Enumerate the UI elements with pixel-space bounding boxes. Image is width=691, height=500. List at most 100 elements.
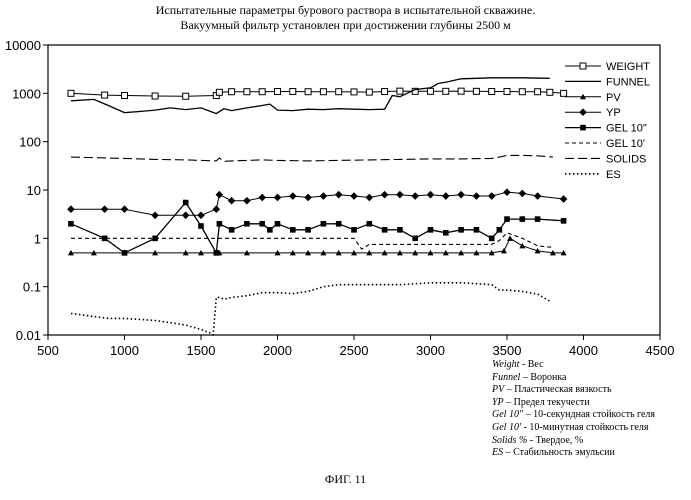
data-point-gel-10 xyxy=(488,235,495,242)
data-point-pv xyxy=(412,249,419,256)
data-point-yp xyxy=(319,192,328,200)
x-tick-label: 2500 xyxy=(340,343,369,358)
glossary-row: Gel 10' - 10-минутная стойкость геля xyxy=(492,422,655,435)
data-point-pv xyxy=(549,249,556,256)
series-yp xyxy=(67,188,568,220)
series-line-es xyxy=(70,281,551,336)
data-point-yp xyxy=(227,196,236,205)
series-gel-10 xyxy=(71,232,553,250)
series-line-gel-10 xyxy=(70,201,564,254)
data-point-gel-10 xyxy=(351,227,357,233)
data-point-yp xyxy=(457,190,465,199)
data-point-weight xyxy=(304,88,312,96)
data-point-yp xyxy=(518,189,527,198)
glossary-term: Weight xyxy=(492,359,520,370)
data-point-pv xyxy=(182,249,189,256)
series-layer xyxy=(67,77,568,336)
data-point-gel-10 xyxy=(335,220,342,227)
data-point-yp xyxy=(334,190,343,199)
x-tick-label: 3500 xyxy=(493,343,522,358)
data-point-gel-10 xyxy=(443,230,449,236)
data-point-yp xyxy=(472,192,481,200)
data-point-weight xyxy=(488,88,496,96)
plot-axes: 500 1000 1500 2000 2500 3000 3500 4000 4500 0.01 0… xyxy=(5,38,675,358)
legend-item-pv: PV xyxy=(565,92,621,104)
data-point-weight xyxy=(442,87,450,95)
legend-marker-pv xyxy=(580,93,586,100)
data-point-pv xyxy=(305,249,312,256)
legend-label-es: ES xyxy=(606,169,621,181)
legend-label-gel-10: GEL 10' xyxy=(606,138,645,150)
data-point-gel-10 xyxy=(228,227,235,233)
glossary-row: YP – Предел текучести xyxy=(492,397,655,410)
data-point-yp xyxy=(258,193,266,202)
data-point-yp xyxy=(411,192,419,200)
data-point-weight xyxy=(67,89,75,97)
data-point-gel-10 xyxy=(216,220,223,227)
data-point-gel-10 xyxy=(458,227,464,233)
data-point-pv xyxy=(381,249,388,256)
data-point-weight xyxy=(182,92,190,100)
data-point-gel-10 xyxy=(560,218,567,224)
glossary-row: Weight - Вес xyxy=(492,359,655,372)
data-point-weight xyxy=(503,88,511,96)
data-point-pv xyxy=(351,249,357,256)
data-point-pv xyxy=(320,249,327,256)
data-point-gel-10 xyxy=(121,250,128,256)
data-point-weight xyxy=(319,88,327,96)
data-point-weight xyxy=(121,92,128,100)
data-point-gel-10 xyxy=(290,227,296,233)
data-point-weight xyxy=(472,87,480,95)
glossary-row: Solids % - Твердое, % xyxy=(492,435,655,448)
data-point-pv xyxy=(67,249,74,256)
data-point-weight xyxy=(518,88,526,96)
data-point-pv xyxy=(274,249,281,256)
series-gel-10 xyxy=(68,199,567,256)
figure-caption: ФИГ. 11 xyxy=(324,472,367,486)
glossary-term: Gel 10' xyxy=(492,421,522,433)
data-point-weight xyxy=(396,87,404,95)
legend-label-pv: PV xyxy=(606,92,621,104)
data-point-yp xyxy=(559,195,568,203)
legend-label-gel-10: GEL 10" xyxy=(606,123,647,135)
glossary-description: - Вес xyxy=(519,359,544,370)
legend-marker-weight xyxy=(579,62,587,70)
data-point-weight xyxy=(243,88,251,96)
data-point-yp xyxy=(396,190,404,199)
data-point-yp xyxy=(426,190,435,199)
data-point-weight xyxy=(101,91,109,99)
glossary-term: YP xyxy=(492,396,504,408)
data-point-pv xyxy=(243,249,250,256)
data-point-yp xyxy=(442,192,450,200)
legend-label-yp: YP xyxy=(606,107,621,119)
data-point-yp xyxy=(289,192,297,200)
data-point-gel-10 xyxy=(534,216,541,222)
legend: WEIGHT FUNNEL PV YP GEL 10" GEL 10' SOLIDS ES xyxy=(565,61,650,181)
data-point-gel-10 xyxy=(198,223,204,229)
series-line-funnel xyxy=(70,77,550,115)
y-tick-label: 0.1 xyxy=(23,280,41,295)
line-chart: 500 1000 1500 2000 2500 3000 3500 4000 4500 0.01 0… xyxy=(5,38,675,358)
parameter-glossary: Weight - Вес Funnel – Воронка PV – Пластич… xyxy=(492,359,655,460)
y-tick-label: 0.01 xyxy=(16,328,41,343)
data-point-weight xyxy=(365,88,373,96)
series-weight xyxy=(67,87,568,100)
y-tick-label: 1 xyxy=(34,231,41,246)
legend-item-funnel: FUNNEL xyxy=(565,76,650,88)
series-solids xyxy=(70,154,553,162)
glossary-description: - Твердое, % xyxy=(527,434,584,446)
data-point-yp xyxy=(100,205,109,214)
data-point-yp xyxy=(215,190,224,199)
legend-label-weight: WEIGHT xyxy=(606,61,650,73)
legend-label-solids: SOLIDS xyxy=(606,153,646,165)
data-point-yp xyxy=(151,211,159,220)
data-point-gel-10 xyxy=(504,216,510,222)
data-point-yp xyxy=(503,188,511,197)
data-point-gel-10 xyxy=(473,227,480,233)
data-point-gel-10 xyxy=(381,227,388,233)
data-point-weight xyxy=(289,88,297,96)
x-tick-label: 4000 xyxy=(569,343,598,358)
data-point-pv xyxy=(335,249,342,256)
data-point-weight xyxy=(258,88,266,96)
data-point-gel-10 xyxy=(427,227,434,233)
